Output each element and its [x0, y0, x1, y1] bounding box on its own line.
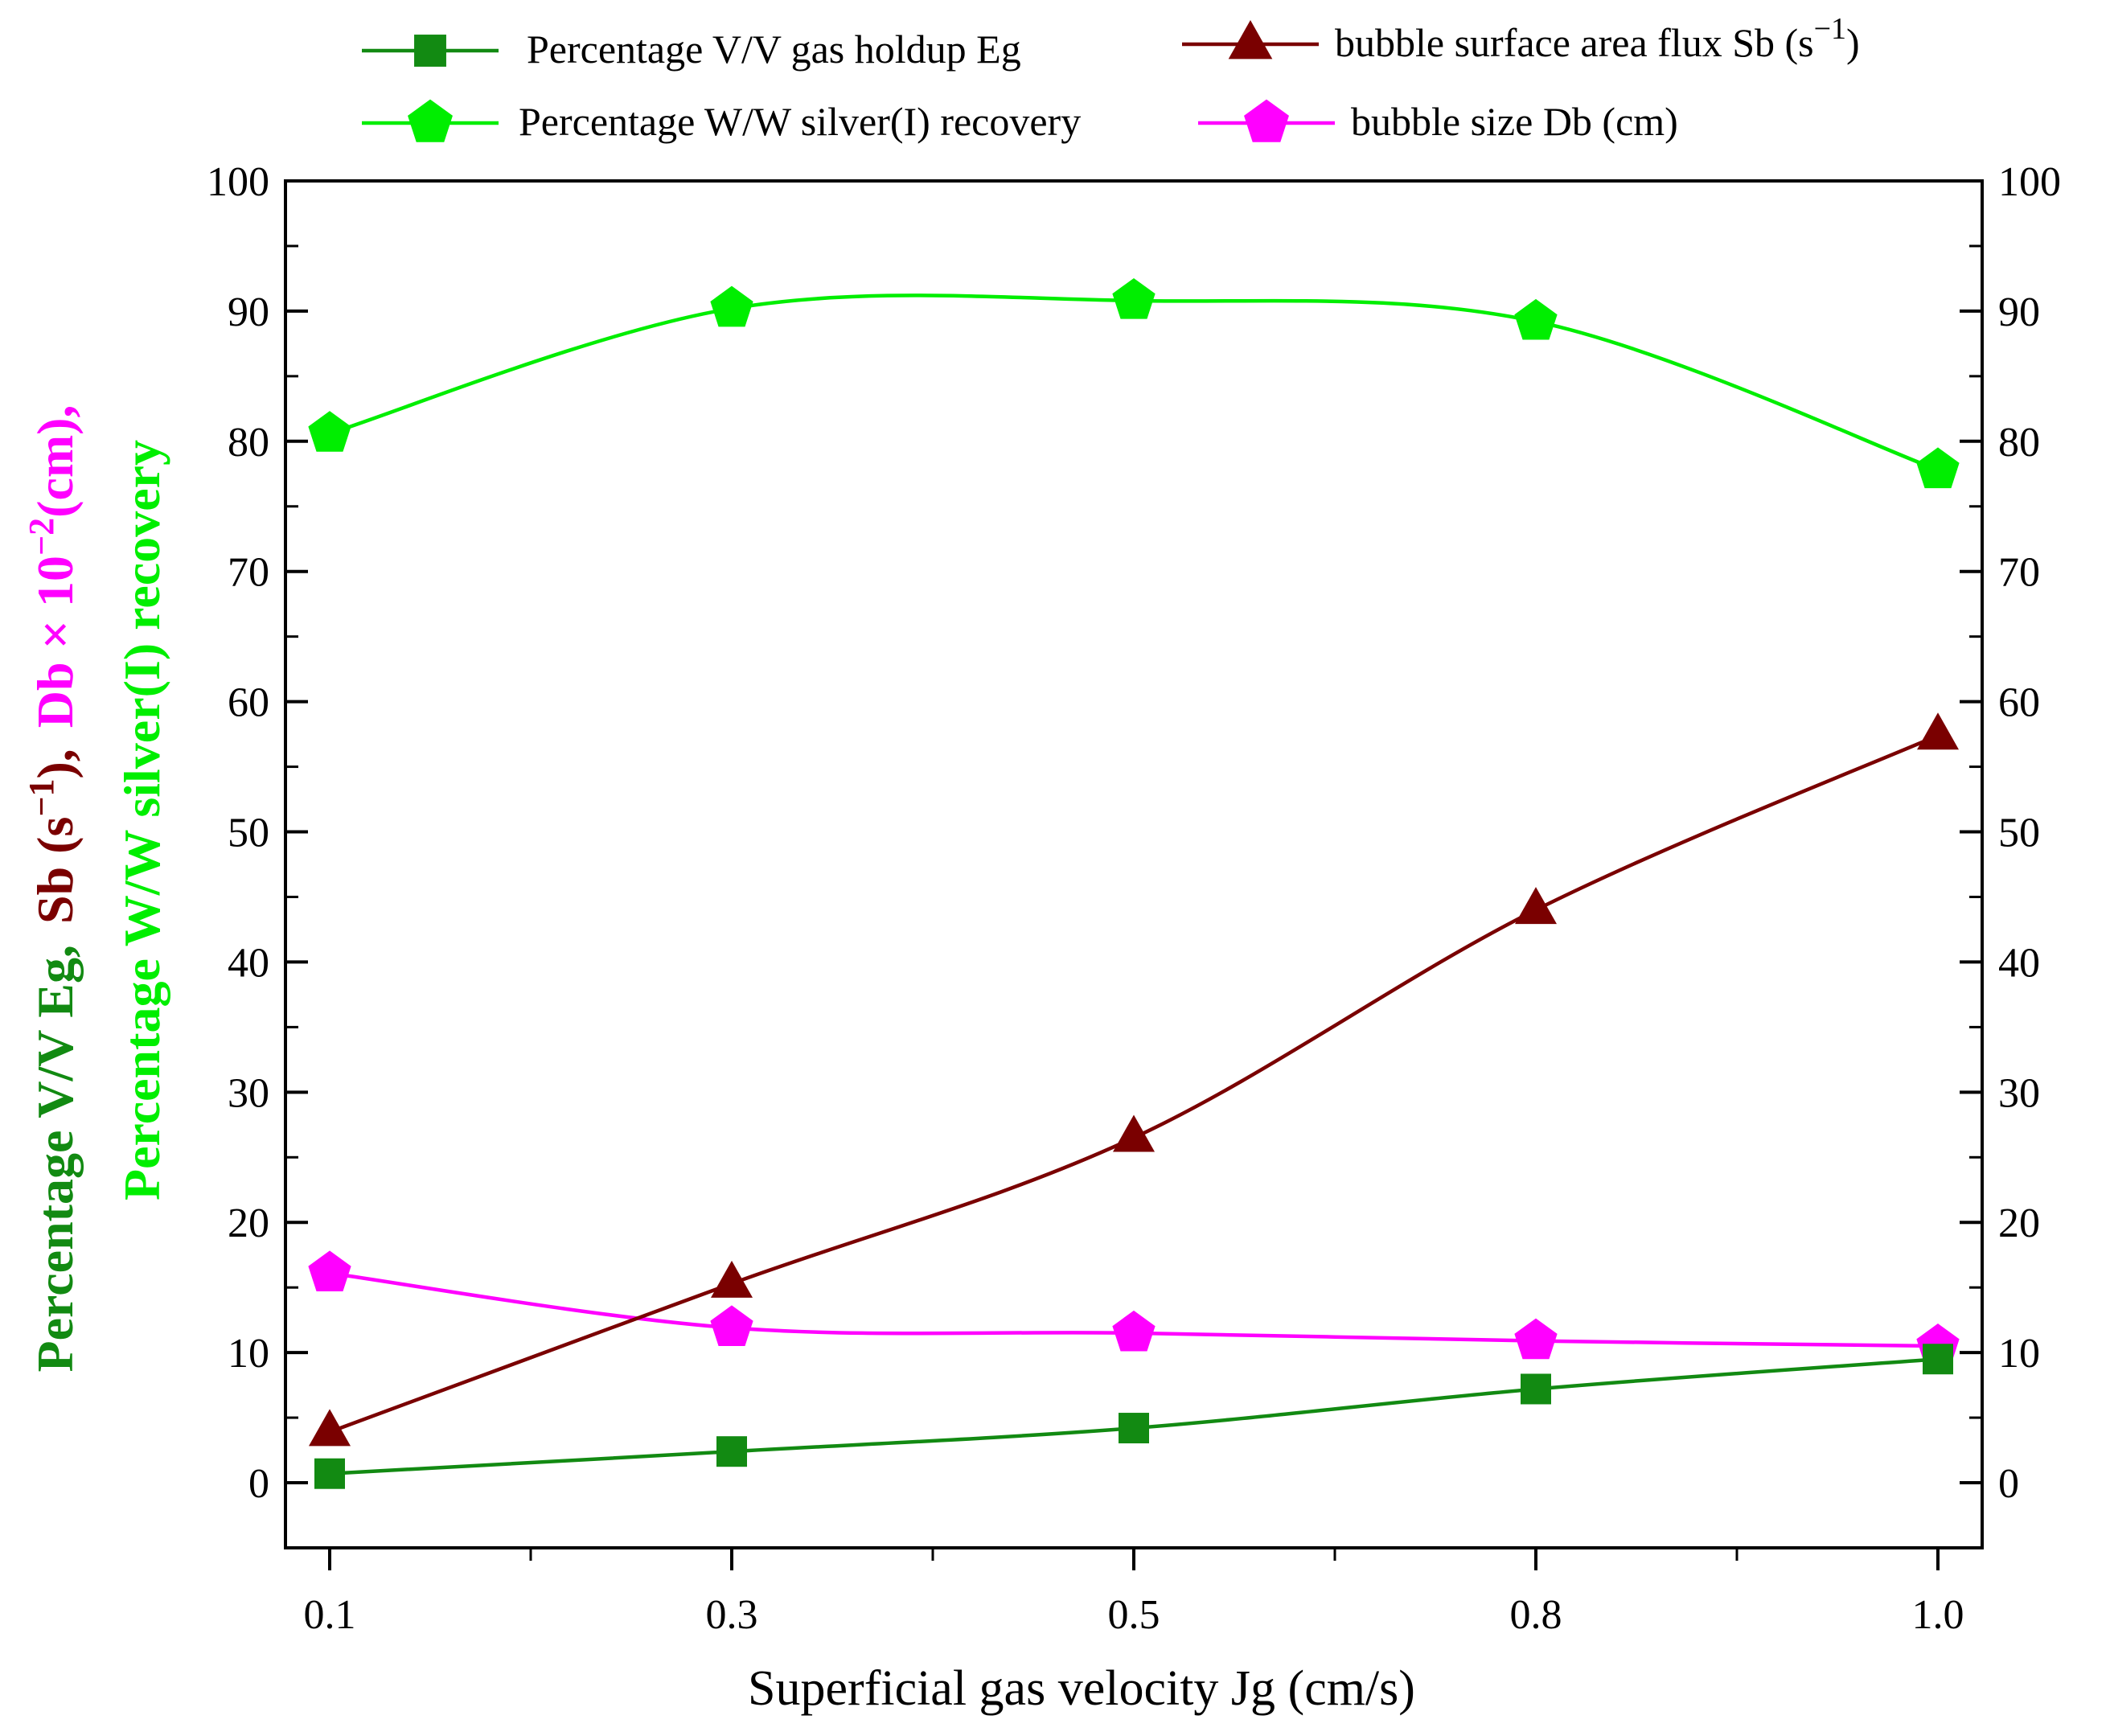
legend-label: bubble size Db (cm)	[1351, 99, 1678, 144]
y2-tick-label: 50	[1998, 811, 2040, 856]
series-lines	[329, 293, 1939, 1475]
legend-label-text: Percentage V/V gas holdup Eg	[527, 27, 1021, 72]
legend-marker	[1228, 20, 1273, 60]
y-tick-label: 90	[228, 289, 269, 335]
data-point	[308, 411, 351, 452]
legend-label-superscript: −1	[1814, 12, 1846, 46]
data-point	[1923, 1344, 1953, 1375]
data-point	[1515, 887, 1557, 925]
series-markers	[308, 277, 1960, 1489]
y2-tick-label: 40	[1998, 940, 2040, 986]
legend-label: Percentage V/V gas holdup Eg	[527, 27, 1021, 72]
y-axis-right: 0 10 20 30 40 50 60 70 80 90 100	[1960, 159, 2061, 1507]
y-axis-label-part: Percentage V/V Eg,	[27, 945, 84, 1372]
x-tick-label: 0.1	[304, 1592, 356, 1638]
data-point	[710, 1305, 753, 1347]
data-point	[711, 1260, 753, 1298]
y-tick-label: 20	[228, 1200, 269, 1246]
data-point	[1514, 298, 1558, 340]
data-point	[1514, 1318, 1558, 1360]
y-tick-label: 10	[228, 1331, 269, 1377]
legend-marker	[1244, 99, 1289, 142]
data-point	[1916, 447, 1960, 489]
y-tick-label: 50	[228, 811, 269, 856]
y2-tick-label: 80	[1998, 420, 2040, 466]
legend-marker	[408, 99, 453, 142]
data-point	[314, 1458, 345, 1489]
y-tick-label: 40	[228, 940, 269, 986]
x-axis-label: Superficial gas velocity Jg (cm/s)	[748, 1661, 1415, 1716]
y-axis-label-part: Db × 10	[27, 556, 84, 728]
y2-tick-label: 20	[1998, 1200, 2040, 1246]
y-axis-label-primary: Percentage V/V Eg, Sb (s−1), Db × 10−2(cm)…	[22, 405, 84, 1373]
data-point	[1113, 1114, 1155, 1152]
y-axis-label-part: Sb (s	[27, 817, 84, 924]
data-point	[1521, 1373, 1551, 1405]
series-line	[329, 293, 1939, 472]
data-point	[710, 285, 753, 327]
y-tick-label: 100	[207, 159, 269, 205]
legend-label-text: bubble surface area flux Sb (s	[1335, 20, 1814, 65]
y2-tick-label: 10	[1998, 1331, 2040, 1377]
legend: Percentage V/V gas holdup Eg bubble surfa…	[362, 12, 1860, 144]
y-axis-label-part: −2	[22, 518, 61, 556]
data-point	[309, 1409, 351, 1447]
y2-tick-label: 0	[1998, 1461, 2019, 1507]
y-tick-label: 0	[248, 1461, 269, 1507]
legend-marker	[414, 35, 446, 67]
y2-tick-label: 100	[1998, 159, 2061, 205]
y-tick-label: 30	[228, 1070, 269, 1116]
y-axis-label-part: ),	[27, 749, 84, 778]
data-point	[308, 1250, 351, 1292]
data-point	[716, 1436, 747, 1467]
data-point	[1112, 1310, 1156, 1352]
x-tick-label: 0.8	[1510, 1592, 1562, 1638]
data-point	[1917, 712, 1959, 750]
legend-label-text: Percentage W/W silver(I) recovery	[519, 99, 1081, 144]
y2-tick-label: 70	[1998, 550, 2040, 596]
data-point	[1112, 277, 1156, 319]
x-tick-label: 0.5	[1108, 1592, 1160, 1638]
data-point	[1119, 1413, 1149, 1444]
legend-label: Percentage W/W silver(I) recovery	[519, 99, 1081, 144]
y2-tick-label: 60	[1998, 680, 2040, 726]
x-axis: 0.1 0.3 0.5 0.8 1.0	[304, 1548, 1964, 1638]
legend-label-suffix: )	[1846, 20, 1860, 65]
y-axis-label-secondary: Percentage W/W silver(I) recovery	[113, 440, 170, 1200]
y2-tick-label: 30	[1998, 1070, 2040, 1116]
legend-label: bubble surface area flux Sb (s−1)	[1335, 12, 1860, 65]
x-tick-label: 1.0	[1912, 1592, 1964, 1638]
y-tick-label: 60	[228, 680, 269, 726]
y-axis-label-part: (cm),	[27, 405, 84, 518]
x-tick-label: 0.3	[706, 1592, 758, 1638]
y-tick-label: 80	[228, 420, 269, 466]
y-tick-label: 70	[228, 550, 269, 596]
legend-label-text: bubble size Db (cm)	[1351, 99, 1678, 144]
y2-tick-label: 90	[1998, 289, 2040, 335]
y-axis-left: 0 10 20 30 40 50 60 70 80 90 100	[207, 159, 308, 1507]
y-axis-label-part: −1	[22, 779, 61, 817]
